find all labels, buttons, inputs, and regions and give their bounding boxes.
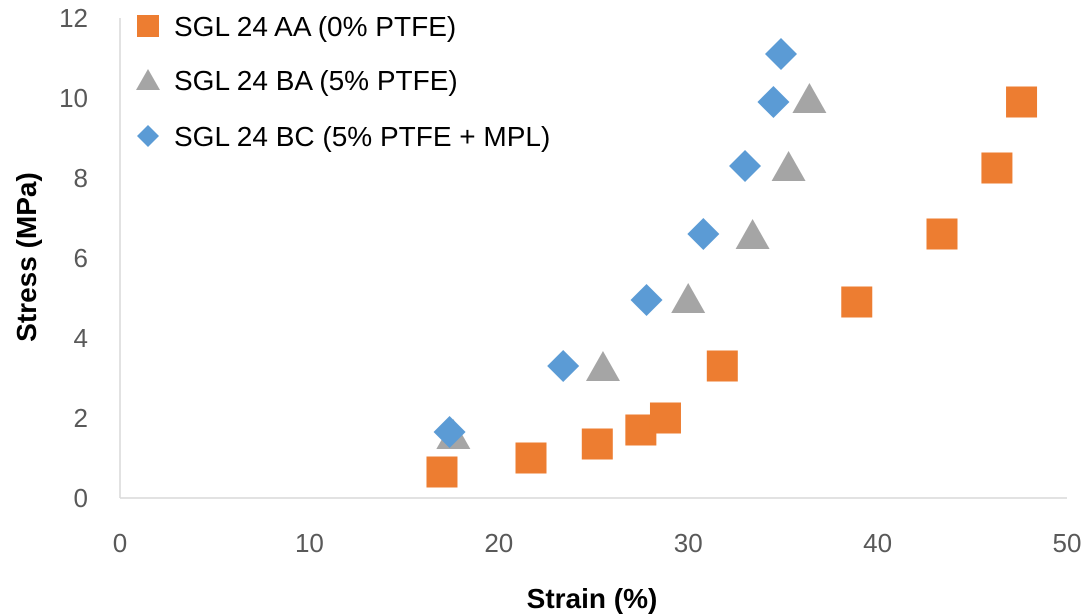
y-tick-label: 4 <box>74 323 88 353</box>
legend-item: SGL 24 BC (5% PTFE + MPL) <box>137 121 550 152</box>
square-point <box>1006 86 1038 118</box>
y-tick-label: 10 <box>59 83 88 113</box>
y-tick-labels: 0 2 4 6 8 10 12 <box>59 3 88 513</box>
legend: SGL 24 AA (0% PTFE) SGL 24 BA (5% PTFE) SG… <box>136 11 550 152</box>
triangle-point <box>792 83 827 113</box>
legend-item: SGL 24 BA (5% PTFE) <box>136 65 458 96</box>
x-tick-label: 20 <box>484 528 513 558</box>
x-tick-label: 30 <box>674 528 703 558</box>
x-axis-title: Strain (%) <box>527 583 658 614</box>
triangle-point <box>735 219 770 249</box>
diamond-point <box>765 38 798 70</box>
x-tick-label: 50 <box>1053 528 1082 558</box>
y-axis-title: Stress (MPa) <box>11 172 42 342</box>
square-point <box>426 456 458 488</box>
series-3 <box>433 38 798 448</box>
square-point <box>649 402 681 434</box>
square-point <box>706 350 738 382</box>
legend-item: SGL 24 AA (0% PTFE) <box>137 11 456 42</box>
x-tick-label: 40 <box>863 528 892 558</box>
diamond-point <box>547 350 580 382</box>
diamond-point <box>729 150 762 182</box>
triangle-point <box>671 283 706 313</box>
square-point <box>926 218 958 250</box>
y-tick-label: 6 <box>74 243 88 273</box>
square-point <box>841 286 873 318</box>
x-tick-label: 0 <box>113 528 127 558</box>
triangle-point <box>771 151 806 181</box>
legend-label: SGL 24 AA (0% PTFE) <box>174 11 456 42</box>
series-1 <box>426 86 1038 488</box>
diamond-point <box>433 416 466 448</box>
y-tick-label: 2 <box>74 403 88 433</box>
x-tick-labels: 0 10 20 30 40 50 <box>113 528 1082 558</box>
y-tick-label: 8 <box>74 163 88 193</box>
square-point <box>515 442 547 474</box>
legend-triangle-icon <box>136 69 160 90</box>
data-points <box>426 38 1038 488</box>
square-point <box>581 428 613 460</box>
square-point <box>981 152 1013 184</box>
diamond-point <box>687 218 720 250</box>
legend-label: SGL 24 BA (5% PTFE) <box>174 65 458 96</box>
x-tick-label: 10 <box>295 528 324 558</box>
triangle-point <box>585 351 620 381</box>
legend-diamond-icon <box>137 125 159 147</box>
axes <box>119 18 1067 499</box>
diamond-point <box>630 284 663 316</box>
diamond-point <box>757 86 790 118</box>
legend-square-icon <box>137 15 159 37</box>
y-tick-label: 12 <box>59 3 88 33</box>
legend-label: SGL 24 BC (5% PTFE + MPL) <box>174 121 550 152</box>
y-tick-label: 0 <box>74 483 88 513</box>
